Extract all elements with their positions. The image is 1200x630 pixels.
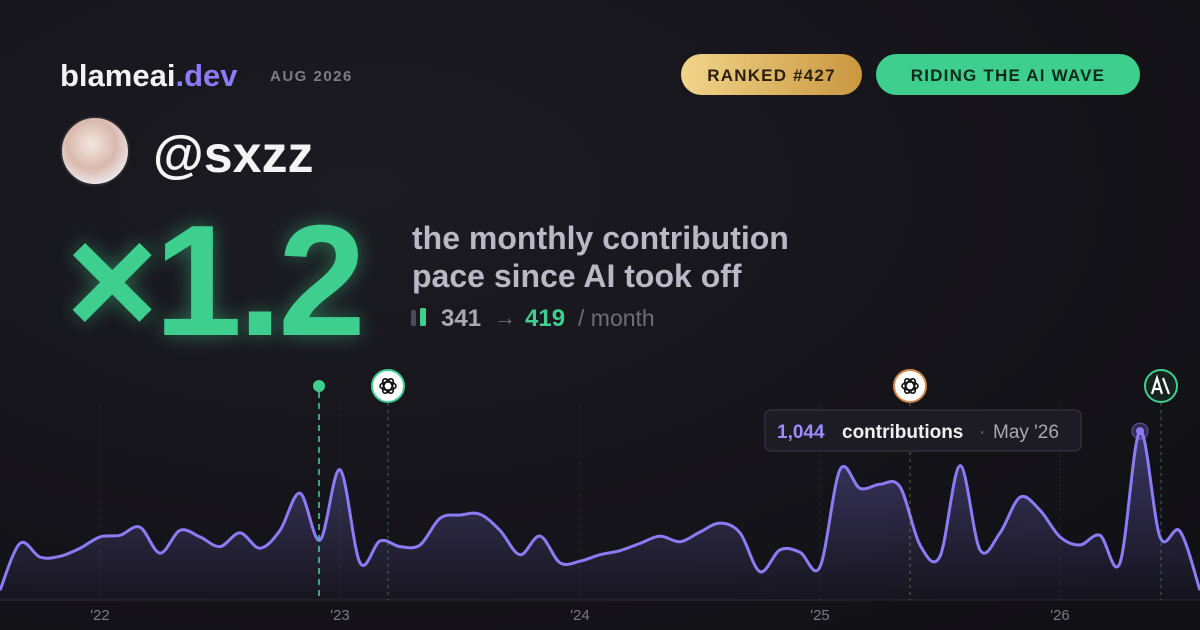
stats-unit: / month (578, 305, 655, 331)
x-tick-label: '25 (810, 607, 830, 624)
tooltip-date: May '26 (993, 422, 1059, 443)
headline-line: the monthly contribution (412, 220, 789, 256)
avatar (60, 116, 130, 186)
peak-point (1136, 427, 1144, 436)
status-badge-text: RIDING THE AI WAVE (911, 66, 1105, 85)
multiplier: ×1.2 (66, 193, 362, 369)
stats-after: 419 (525, 305, 565, 332)
multiplier-glow: ×1.2 (66, 193, 362, 369)
tooltip-unit: contributions (842, 422, 963, 443)
tooltip-value: 1,044 (777, 422, 825, 443)
x-tick-label: '26 (1050, 607, 1070, 624)
chart: '22 '23 '24 '25 '26 (0, 405, 1200, 624)
line (0, 429, 1200, 591)
area (0, 430, 1200, 600)
stats-arrow: → (494, 305, 516, 330)
rank-badge-text: RANKED #427 (707, 66, 835, 85)
openai-icon (371, 369, 405, 403)
anthropic-icon (1144, 369, 1178, 403)
rank-badge (681, 54, 862, 95)
brand: blameai.dev (60, 58, 238, 93)
x-tick-label: '24 (570, 607, 590, 624)
openai-icon (893, 369, 927, 403)
x-tick-label: '23 (330, 607, 350, 624)
brand-tld: .dev (175, 58, 238, 93)
tooltip: 1,044 contributions · May '26 (764, 409, 1082, 452)
event-dot (313, 380, 325, 392)
tooltip-box (764, 409, 1082, 452)
brand-name: blameai (60, 58, 175, 93)
stats-icon (411, 310, 416, 326)
stats-icon (420, 308, 426, 326)
tooltip-separator: · (979, 422, 985, 443)
status-badge (876, 54, 1140, 95)
headline-line: pace since AI took off (412, 258, 742, 294)
handle: @sxzz (153, 126, 314, 184)
period: AUG 2026 (270, 68, 353, 85)
stats-before: 341 (441, 305, 481, 332)
x-tick-label: '22 (90, 607, 110, 624)
